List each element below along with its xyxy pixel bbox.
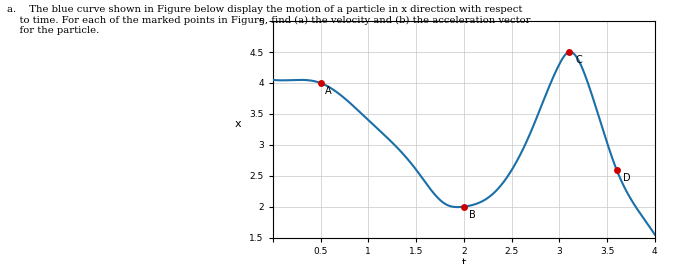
Text: A: A: [325, 86, 332, 96]
Text: D: D: [623, 173, 631, 183]
Text: B: B: [469, 210, 475, 220]
Text: C: C: [576, 55, 582, 65]
Text: a.  The blue curve shown in Figure below display the motion of a particle in x d: a. The blue curve shown in Figure below …: [7, 5, 531, 35]
X-axis label: t: t: [462, 258, 466, 264]
Y-axis label: x: x: [235, 119, 241, 129]
